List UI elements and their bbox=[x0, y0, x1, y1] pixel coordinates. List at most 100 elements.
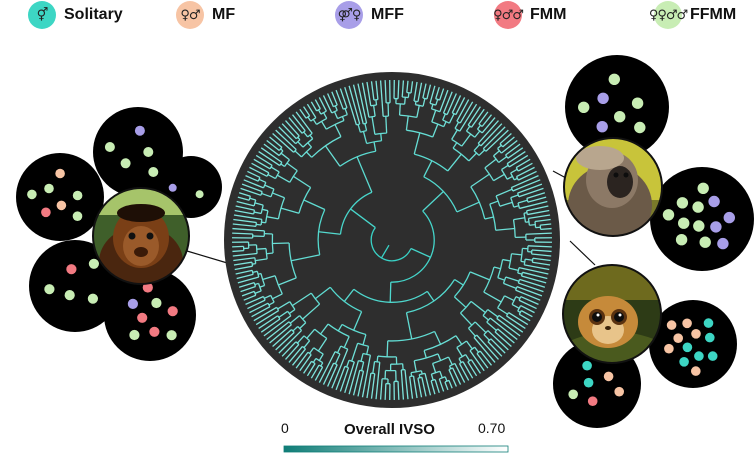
fmm-symbol-icon: ♀♂♂ bbox=[493, 1, 524, 29]
solitary-symbol-icon: ⚥ bbox=[28, 1, 56, 29]
individual-dot-ffmm bbox=[631, 97, 644, 109]
langur-photo-icon bbox=[563, 137, 663, 237]
individual-dot-ffmm bbox=[634, 121, 646, 134]
individual-dot-ffmm bbox=[697, 182, 709, 194]
individual-dot-mf bbox=[666, 320, 677, 330]
ivso-colorbar bbox=[283, 445, 509, 453]
individual-dot-ffmm bbox=[44, 183, 54, 194]
individual-dot-fmm bbox=[149, 326, 160, 337]
individual-dot-ffmm bbox=[143, 147, 154, 157]
legend-label-fmm: FMM bbox=[530, 6, 567, 23]
composition-disc-langur-1 bbox=[565, 55, 669, 159]
individual-dot-fmm bbox=[587, 396, 598, 407]
colorbar-min-label: 0 bbox=[281, 420, 289, 436]
composition-disc-marmoset-3 bbox=[16, 153, 104, 241]
individual-dot-mf bbox=[55, 168, 65, 179]
composition-disc-marmoset-4 bbox=[29, 240, 121, 332]
individual-dot-solitary bbox=[705, 332, 715, 343]
individual-dot-mff bbox=[134, 125, 145, 136]
individual-dot-mff bbox=[710, 221, 722, 233]
individual-dot-mff bbox=[723, 211, 735, 224]
individual-dot-ffmm bbox=[693, 220, 705, 232]
individual-dot-ffmm bbox=[578, 101, 590, 114]
individual-dot-mf bbox=[691, 329, 701, 339]
individual-dot-solitary bbox=[583, 377, 594, 388]
individual-dot-mff bbox=[127, 298, 138, 309]
individual-dot-fmm bbox=[167, 306, 178, 317]
composition-disc-langur-2 bbox=[650, 167, 754, 271]
individual-dot-ffmm bbox=[120, 158, 131, 169]
individual-dot-mff bbox=[717, 237, 729, 250]
individual-dot-mf bbox=[614, 386, 624, 397]
individual-dot-solitary bbox=[703, 318, 714, 328]
individual-dot-ffmm bbox=[88, 258, 99, 269]
individual-dot-ffmm bbox=[699, 236, 711, 248]
individual-dot-ffmm bbox=[675, 234, 688, 246]
individual-dot-ffmm bbox=[148, 167, 159, 177]
individual-dot-ffmm bbox=[692, 201, 704, 213]
individual-dot-mff bbox=[168, 183, 177, 192]
individual-dot-ffmm bbox=[568, 389, 578, 400]
individual-dot-ffmm bbox=[72, 211, 83, 221]
connector-line-langur bbox=[552, 170, 567, 179]
individual-dot-solitary bbox=[582, 360, 592, 371]
individual-dot-ffmm bbox=[608, 73, 620, 86]
legend-item-ffmm: ♀♀♂♂ FFMM bbox=[649, 0, 737, 30]
individual-dot-ffmm bbox=[166, 330, 177, 341]
individual-dot-ffmm bbox=[614, 111, 626, 123]
individual-dot-mf bbox=[682, 318, 692, 329]
legend-label-solitary: Solitary bbox=[64, 6, 123, 23]
composition-disc-marmoset-5 bbox=[104, 269, 196, 361]
individual-dot-fmm bbox=[66, 264, 77, 275]
individual-dot-ffmm bbox=[27, 189, 37, 200]
individual-dot-ffmm bbox=[195, 190, 204, 199]
legend-item-mf: ♀♂ MF bbox=[176, 0, 235, 30]
individual-dot-ffmm bbox=[151, 297, 162, 309]
individual-dot-ffmm bbox=[676, 197, 689, 209]
individual-dot-ffmm bbox=[104, 142, 115, 152]
tree-disc bbox=[224, 72, 560, 408]
individual-dot-mf bbox=[664, 343, 674, 354]
composition-discs bbox=[16, 55, 754, 428]
individual-dot-fmm bbox=[41, 207, 51, 218]
ffmm-symbol-icon: ♀♀♂♂ bbox=[649, 1, 688, 29]
individual-dot-ffmm bbox=[129, 329, 140, 341]
individual-dot-ffmm bbox=[678, 217, 690, 229]
individual-dot-mf bbox=[673, 333, 683, 344]
individual-dot-ffmm bbox=[72, 190, 83, 201]
legend-label-mf: MF bbox=[212, 6, 236, 23]
individual-dot-ffmm bbox=[44, 284, 55, 295]
individual-dot-ffmm bbox=[64, 290, 75, 301]
legend-item-mff: ⚤♀ MFF bbox=[335, 0, 404, 30]
individual-dot-fmm bbox=[137, 312, 148, 323]
tree-branches bbox=[232, 80, 552, 400]
individual-dot-mff bbox=[708, 195, 720, 208]
individual-dot-ffmm bbox=[662, 209, 675, 221]
mff-symbol-icon: ⚤♀ bbox=[335, 1, 363, 29]
colorbar-title: Overall IVSO bbox=[344, 421, 435, 438]
individual-dot-solitary bbox=[707, 351, 718, 361]
legend-label-mff: MFF bbox=[371, 6, 404, 23]
individual-dot-fmm bbox=[142, 282, 153, 293]
mf-symbol-icon: ♀♂ bbox=[176, 1, 204, 29]
individual-dot-mf bbox=[56, 200, 67, 211]
legend-item-fmm: ♀♂♂ FMM bbox=[493, 0, 567, 30]
individual-dot-solitary bbox=[694, 351, 704, 361]
colorbar-gradient bbox=[283, 445, 509, 453]
individual-dot-solitary bbox=[682, 342, 693, 353]
legend-label-ffmm: FFMM bbox=[690, 6, 737, 23]
connector-line-loris bbox=[569, 240, 596, 266]
individual-dot-mf bbox=[603, 371, 614, 382]
individual-dot-mff bbox=[597, 92, 609, 105]
legend-item-solitary: ⚥ Solitary bbox=[28, 0, 123, 30]
colorbar-max-label: 0.70 bbox=[478, 420, 506, 436]
composition-disc-marmoset-1 bbox=[93, 107, 183, 197]
loris-photo-icon bbox=[562, 264, 662, 364]
individual-dot-mf bbox=[691, 366, 701, 376]
individual-dot-mff bbox=[596, 121, 608, 133]
individual-dot-solitary bbox=[679, 357, 689, 367]
composition-disc-loris-1 bbox=[649, 300, 737, 388]
individual-dot-ffmm bbox=[87, 293, 98, 304]
phylogeny-tree bbox=[224, 72, 560, 408]
